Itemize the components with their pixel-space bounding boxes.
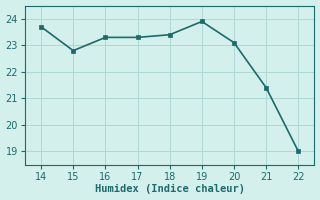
X-axis label: Humidex (Indice chaleur): Humidex (Indice chaleur) [95, 184, 245, 194]
